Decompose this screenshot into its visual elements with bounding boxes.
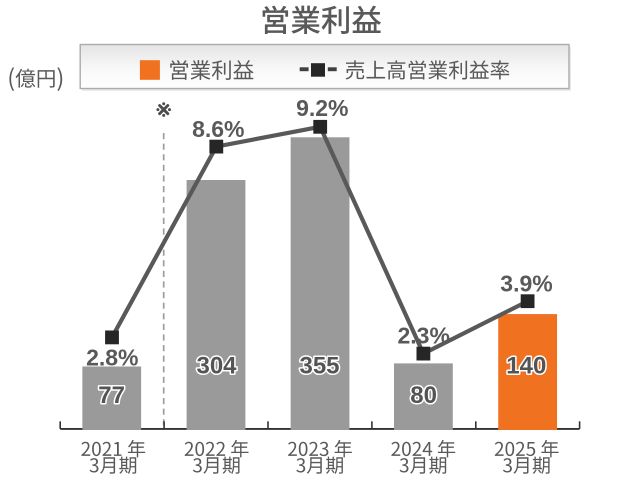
svg-text:3.9%: 3.9% <box>500 271 552 297</box>
svg-text:304: 304 <box>196 353 237 380</box>
svg-text:9.2%: 9.2% <box>296 95 348 121</box>
svg-text:355: 355 <box>299 353 339 380</box>
svg-text:80: 80 <box>410 382 437 409</box>
svg-text:2.3%: 2.3% <box>397 322 449 348</box>
svg-text:77: 77 <box>98 382 125 409</box>
svg-text:2.8%: 2.8% <box>86 345 138 371</box>
svg-text:8.6%: 8.6% <box>192 116 244 142</box>
svg-text:140: 140 <box>506 353 546 380</box>
